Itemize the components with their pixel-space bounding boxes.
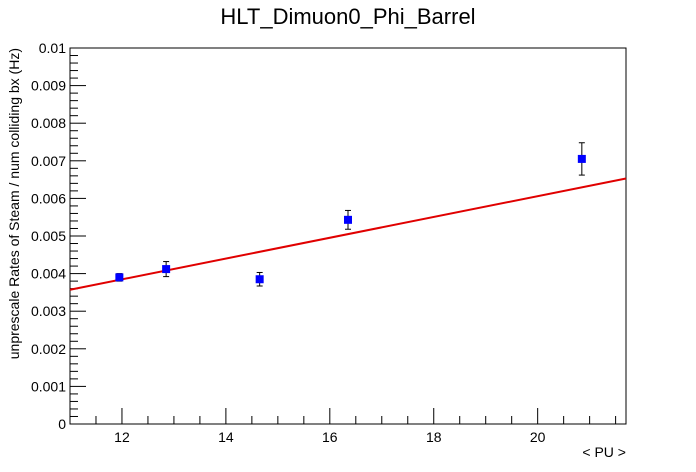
y-tick-label: 0.004 <box>31 266 66 282</box>
y-axis-label: unprescale Rates of Steam / num collidin… <box>6 48 22 359</box>
x-tick-label: 12 <box>114 429 130 445</box>
y-tick-label: 0.001 <box>31 378 66 394</box>
data-marker <box>344 215 352 224</box>
y-tick-label: 0.008 <box>31 115 66 131</box>
chart-title: HLT_Dimuon0_Phi_Barrel <box>220 4 475 29</box>
y-tick-label: 0.005 <box>31 228 66 244</box>
x-tick-label: 16 <box>322 429 338 445</box>
axes: 0 0.001 0.002 0.003 0.004 0.005 0.006 0.007 0.00… <box>31 40 627 445</box>
y-tick-label: 0.002 <box>31 341 66 357</box>
y-tick-label: 0.009 <box>31 78 66 94</box>
y-tick-label: 0.006 <box>31 190 66 206</box>
fit-layer <box>69 177 627 291</box>
fit-line <box>69 177 627 291</box>
points-layer <box>115 142 586 287</box>
data-marker <box>115 273 124 282</box>
x-axis-label: < PU > <box>582 444 626 460</box>
y-tick-label: 0 <box>58 416 66 432</box>
y-tick-label: 0.01 <box>39 40 66 56</box>
data-point <box>255 271 264 287</box>
data-point <box>115 273 124 282</box>
x-tick-label: 14 <box>218 429 234 445</box>
data-point <box>344 209 352 230</box>
x-tick-label: 18 <box>426 429 442 445</box>
data-point <box>162 261 171 278</box>
plot-frame <box>69 47 627 425</box>
x-tick-label: 20 <box>530 429 546 445</box>
data-marker <box>162 265 171 274</box>
data-marker <box>255 275 264 284</box>
y-tick-label: 0.007 <box>31 153 66 169</box>
data-marker <box>577 154 586 163</box>
data-point <box>577 142 586 176</box>
y-tick-label: 0.003 <box>31 303 66 319</box>
